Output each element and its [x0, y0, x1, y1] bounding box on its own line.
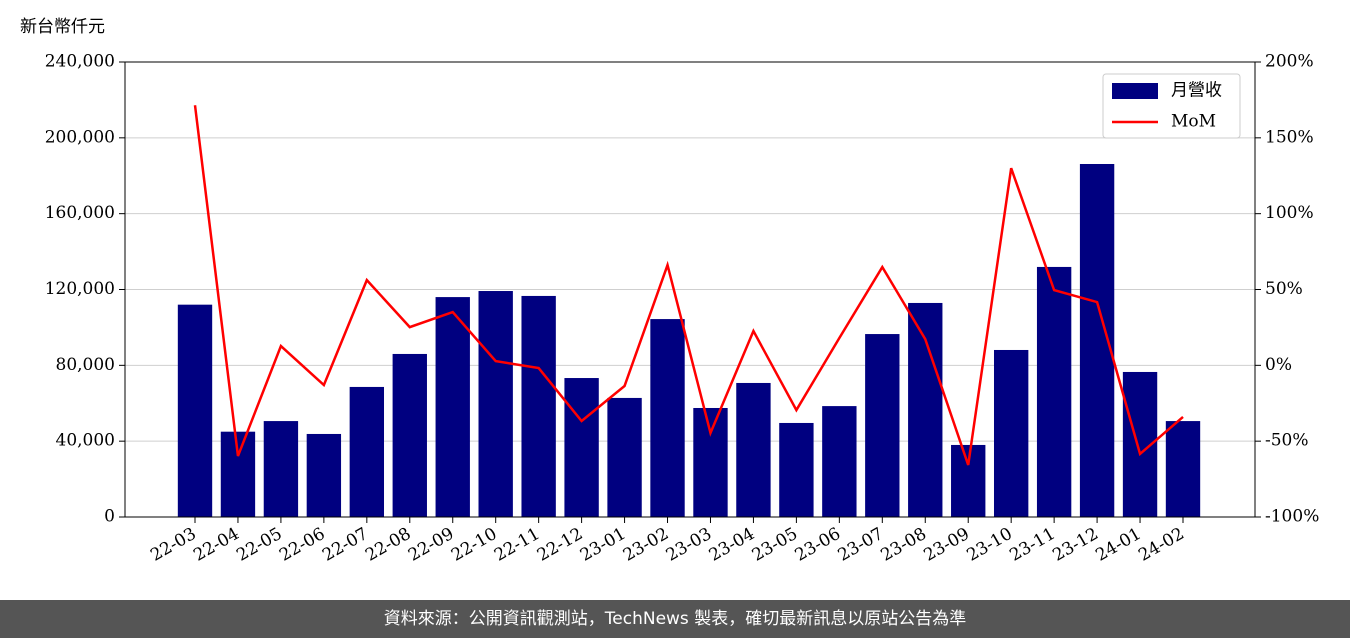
bar: [392, 353, 427, 517]
x-tick-label: 22-07: [319, 524, 371, 566]
y2-tick-label: -50%: [1265, 431, 1309, 451]
footer: 資料來源：公開資訊觀測站，TechNews 製表，確切最新訊息以原站公告為準: [0, 600, 1350, 638]
x-tick-label: 23-04: [706, 524, 758, 566]
bar: [349, 386, 385, 517]
x-tick-label: 23-01: [577, 524, 629, 566]
y-tick-label: 0: [104, 507, 115, 527]
y2-tick-label: 100%: [1265, 203, 1314, 223]
chart: 新台幣仟元 0 40,000 80,000 120,000 160,000 200,000…: [20, 17, 1319, 566]
x-tick-label: 22-06: [276, 524, 328, 566]
legend-label: MoM: [1171, 112, 1216, 132]
bar: [220, 431, 256, 517]
x-tick-label: 23-10: [963, 524, 1015, 566]
y2-tick-label: 200%: [1265, 52, 1314, 72]
bar: [993, 349, 1029, 517]
bar: [478, 291, 513, 517]
x-tick-label: 24-02: [1135, 524, 1187, 566]
legend-swatch: [1112, 83, 1158, 99]
bar: [1165, 421, 1201, 517]
bar: [822, 406, 857, 517]
x-tick-label: 23-05: [749, 524, 801, 566]
bar: [521, 295, 556, 517]
bar: [564, 378, 599, 517]
line: [193, 105, 1184, 466]
bar: [951, 444, 986, 517]
y-tick-label: 160,000: [45, 203, 115, 223]
x-tick-label: 22-03: [147, 524, 199, 566]
x-tick-label: 23-02: [620, 524, 672, 566]
x-tick-label: 22-08: [362, 524, 414, 566]
y2-tick-label: -100%: [1265, 507, 1319, 527]
x-tick-label: 22-04: [190, 524, 242, 566]
bar: [435, 297, 470, 517]
bar: [306, 433, 342, 517]
y-tick-label: 200,000: [45, 127, 115, 147]
x-tick-label: 22-11: [491, 524, 543, 566]
bar: [177, 304, 213, 517]
bar: [693, 407, 728, 517]
x-tick-label: 23-07: [835, 524, 887, 566]
bar: [263, 421, 299, 517]
x-tick-label: 22-10: [448, 524, 500, 566]
x-tick-label: 23-12: [1049, 524, 1101, 566]
x-tick-label: 23-11: [1006, 524, 1058, 566]
bar: [736, 382, 771, 517]
x-tick-label: 23-09: [921, 524, 973, 566]
bar: [908, 302, 943, 517]
x-tick-label: 23-06: [792, 524, 844, 566]
bar: [779, 422, 814, 517]
x-tick-label: 22-12: [534, 524, 586, 566]
y-tick-label: 80,000: [56, 355, 115, 375]
x-tick-label: 22-05: [233, 524, 285, 566]
bar: [865, 334, 900, 517]
x-tick-label: 23-08: [878, 524, 930, 566]
x-tick-label: 22-09: [405, 524, 457, 566]
bar: [650, 319, 685, 517]
bar: [607, 397, 642, 517]
y2-tick-label: 0%: [1265, 355, 1292, 375]
y-axis-unit: 新台幣仟元: [20, 17, 105, 37]
y-tick-label: 120,000: [45, 279, 115, 299]
y2-tick-label: 50%: [1265, 279, 1303, 299]
y2-tick-label: 150%: [1265, 127, 1314, 147]
x-tick-label: 24-01: [1092, 524, 1144, 566]
plot-frame: [124, 61, 1256, 518]
bar: [1036, 266, 1072, 517]
legend-label: 月營收: [1171, 81, 1222, 101]
y-tick-label: 240,000: [45, 52, 115, 72]
x-tick-label: 23-03: [663, 524, 715, 566]
y-tick-label: 40,000: [56, 431, 115, 451]
